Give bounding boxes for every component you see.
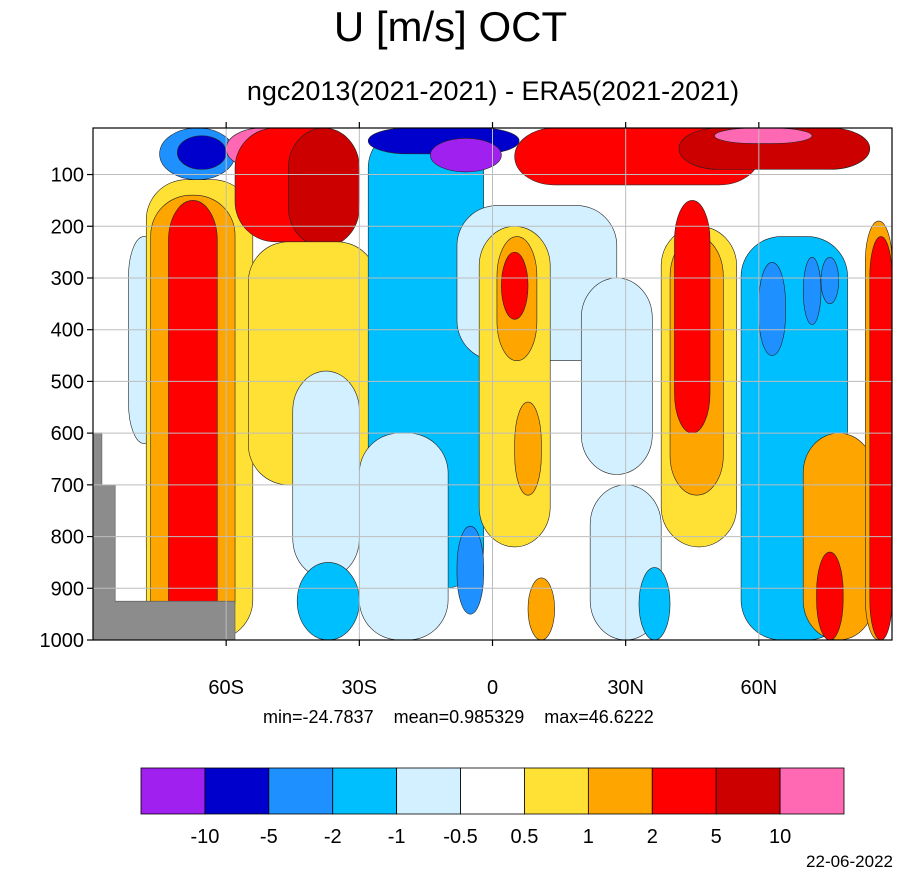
colorbar-label: 2 <box>647 826 658 848</box>
y-tick-label: 900 <box>51 578 84 600</box>
contour-region <box>758 262 786 356</box>
colorbar-swatch <box>651 767 717 815</box>
y-tick-label: 700 <box>51 475 84 497</box>
terrain-polygon <box>93 432 236 640</box>
colorbar-label: -0.5 <box>443 826 477 848</box>
y-tick-label: 100 <box>51 165 84 187</box>
chart-subtitle: ngc2013(2021-2021) - ERA5(2021-2021) <box>246 76 740 106</box>
colorbar-swatch <box>332 767 398 815</box>
colorbar-label: -5 <box>260 826 278 848</box>
y-tick-label: 400 <box>51 320 84 342</box>
y-tick-label: 300 <box>51 268 84 290</box>
colorbar-label: -10 <box>190 826 219 848</box>
stat-mean: mean=0.985329 <box>393 707 525 727</box>
colorbar-swatch <box>396 767 461 815</box>
date-stamp: 22-06-2022 <box>806 852 893 871</box>
contour-region <box>674 200 711 434</box>
contour-region <box>168 200 218 640</box>
colorbar-label: 0.5 <box>511 826 539 848</box>
y-tick-label: 1000 <box>40 630 85 652</box>
colorbar-swatch <box>204 767 270 815</box>
colorbar: -10 -5 -2 -1 -0.5 0.5 1 2 5 10 <box>140 767 845 848</box>
x-tick-label: 60N <box>740 677 777 699</box>
x-axis: 60S 30S 0 30N 60N <box>208 122 777 699</box>
contour-region <box>501 251 529 320</box>
y-tick-label: 600 <box>51 423 84 445</box>
colorbar-swatch <box>779 767 845 815</box>
contour-region <box>288 128 360 248</box>
colorbar-label: -2 <box>324 826 342 848</box>
x-tick-label: 60S <box>208 677 244 699</box>
contour-region <box>802 256 822 325</box>
contour-region <box>638 567 671 640</box>
colorbar-swatch <box>587 767 653 815</box>
colorbar-swatch <box>715 767 781 815</box>
colorbar-label: 1 <box>583 826 594 848</box>
contour-region <box>869 236 892 640</box>
x-tick-label: 0 <box>487 677 498 699</box>
contour-region <box>177 135 227 170</box>
stat-min: min=-24.7837 <box>263 707 374 727</box>
chart-title: U [m/s] OCT <box>333 3 568 50</box>
contour-region <box>714 128 813 144</box>
contour-region <box>527 577 555 640</box>
colorbar-label: -1 <box>388 826 406 848</box>
statistics-line: min=-24.7837 mean=0.985329 max=46.6222 <box>263 707 654 728</box>
terrain-mask <box>93 432 236 640</box>
colorbar-swatch <box>460 767 525 815</box>
x-tick-label: 30N <box>607 677 644 699</box>
contour-region <box>456 525 484 615</box>
contour-region <box>430 138 502 173</box>
colorbar-swatch <box>140 767 206 815</box>
colorbar-swatch <box>268 767 334 815</box>
contour-region <box>580 277 653 475</box>
x-tick-label: 30S <box>342 677 378 699</box>
contour-region <box>514 401 542 496</box>
stat-max: max=46.6222 <box>544 707 654 727</box>
colorbar-swatch <box>524 767 589 815</box>
contour-region <box>820 256 840 305</box>
y-axis: 100 200 300 400 500 600 700 800 900 1000 <box>40 165 93 652</box>
colorbar-label: 10 <box>769 826 791 848</box>
y-tick-label: 800 <box>51 527 84 549</box>
y-tick-label: 200 <box>51 216 84 238</box>
contour-region <box>292 370 360 579</box>
y-tick-label: 500 <box>51 371 84 393</box>
contour-region <box>816 551 844 640</box>
colorbar-label: 5 <box>711 826 722 848</box>
contour-region <box>296 562 360 640</box>
